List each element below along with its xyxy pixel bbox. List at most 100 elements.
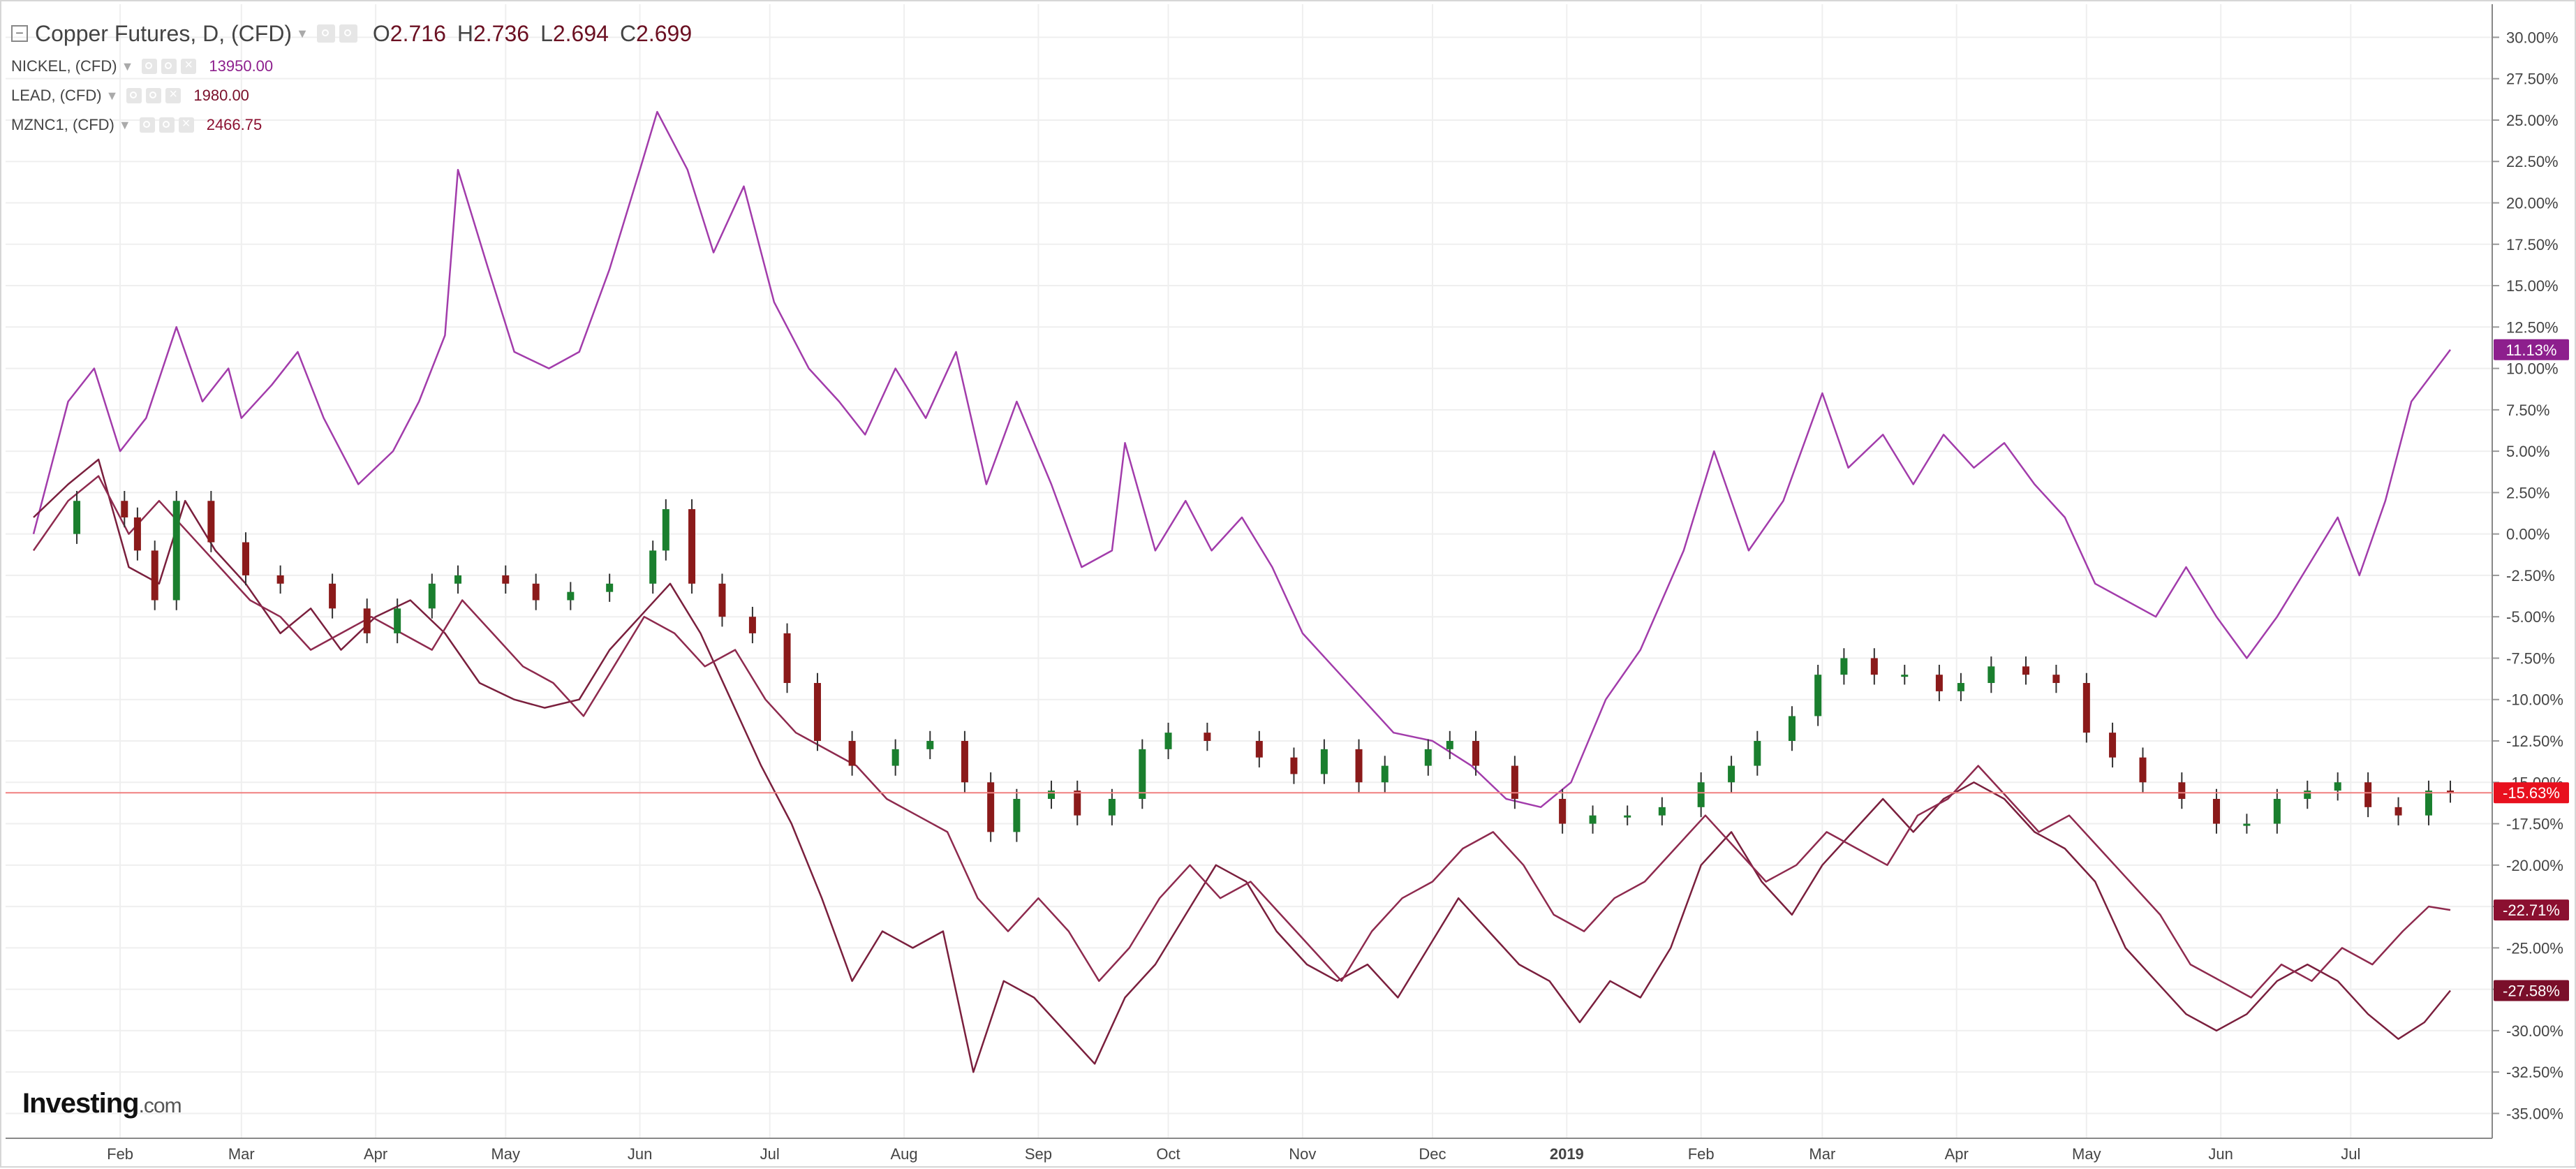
low-label: L xyxy=(540,20,553,46)
x-tick-label: Aug xyxy=(890,1145,917,1163)
candle-body xyxy=(1788,716,1796,742)
candle-body xyxy=(1754,741,1761,766)
investing-logo: Investing.com xyxy=(22,1088,182,1119)
candle-body xyxy=(1013,798,1021,832)
chevron-down-icon[interactable]: ▼ xyxy=(296,26,309,41)
y-tick-label: 22.50% xyxy=(2506,153,2559,170)
candle-body xyxy=(848,741,856,766)
candle-body xyxy=(1935,675,1943,691)
y-tick-label: -5.00% xyxy=(2506,608,2555,626)
settings-icon[interactable] xyxy=(158,117,175,133)
candle-body xyxy=(428,583,436,609)
candle-body xyxy=(783,633,791,684)
collapse-legend-icon[interactable]: − xyxy=(11,25,28,42)
candle-body xyxy=(1139,749,1146,799)
y-tick-label: -25.00% xyxy=(2506,939,2563,957)
candle-body xyxy=(1446,741,1453,749)
candle-body xyxy=(502,575,510,584)
y-tick-label: -35.00% xyxy=(2506,1105,2563,1122)
series-line-mznc1 xyxy=(32,475,2451,999)
candle-body xyxy=(961,741,968,783)
y-tick-label: 12.50% xyxy=(2506,318,2559,336)
visibility-icon[interactable] xyxy=(316,24,335,43)
y-tick-label: 2.50% xyxy=(2506,484,2549,501)
high-value: 2.736 xyxy=(473,20,530,46)
candle-body xyxy=(532,583,540,601)
candle-body xyxy=(207,501,215,543)
candle-body xyxy=(1204,733,1211,742)
y-tick-label: -7.50% xyxy=(2506,649,2555,667)
x-tick-label: 2019 xyxy=(1550,1145,1584,1163)
settings-icon[interactable] xyxy=(339,24,357,43)
candle-body xyxy=(151,550,158,601)
x-tick-label: Apr xyxy=(1945,1145,1969,1163)
candle-body xyxy=(121,501,128,517)
last-value-label: -27.58% xyxy=(2503,983,2560,1000)
close-icon[interactable] xyxy=(181,57,197,74)
candle-body xyxy=(987,782,995,832)
y-tick-label: 7.50% xyxy=(2506,402,2549,419)
y-tick-label: -17.50% xyxy=(2506,816,2563,833)
candle-body xyxy=(1164,733,1172,749)
last-value-tag xyxy=(2494,782,2569,804)
candle-body xyxy=(662,509,669,551)
candle-body xyxy=(276,575,284,584)
candle-body xyxy=(242,542,250,575)
candle-body xyxy=(2273,798,2281,824)
candle-body xyxy=(1957,683,1964,691)
close-icon[interactable] xyxy=(178,116,194,133)
compare-name[interactable]: LEAD, (CFD) xyxy=(11,87,102,104)
chevron-down-icon[interactable]: ▼ xyxy=(118,117,131,132)
x-tick-label: Jun xyxy=(2208,1145,2233,1163)
candle-body xyxy=(813,683,821,742)
main-series-title[interactable]: Copper Futures, D, (CFD) xyxy=(35,20,293,46)
candle-body xyxy=(1355,749,1363,783)
settings-icon[interactable] xyxy=(161,59,177,74)
settings-icon[interactable] xyxy=(146,88,162,103)
low-value: 2.694 xyxy=(552,20,609,46)
candle-body xyxy=(1589,815,1597,824)
compare-name[interactable]: MZNC1, (CFD) xyxy=(11,116,114,133)
close-value: 2.699 xyxy=(636,20,693,46)
main-series-legend: − Copper Futures, D, (CFD) ▼ O 2.716 H 2.7… xyxy=(11,15,692,52)
candle-body xyxy=(1987,666,1995,684)
candle-body xyxy=(1511,765,1518,799)
chevron-down-icon[interactable]: ▼ xyxy=(121,59,134,73)
candle-body xyxy=(1108,798,1116,816)
candle-body xyxy=(2022,666,2029,675)
close-icon[interactable] xyxy=(165,87,182,103)
visibility-icon[interactable] xyxy=(139,117,155,133)
series-line-lead xyxy=(33,458,2451,1073)
y-tick-label: -12.50% xyxy=(2506,733,2563,750)
candle-body xyxy=(1624,815,1631,818)
x-tick-label: Dec xyxy=(1419,1145,1446,1163)
candle-body xyxy=(363,608,371,633)
series-line-nickel xyxy=(32,110,2451,809)
x-tick-label: Oct xyxy=(1156,1145,1180,1163)
chevron-down-icon[interactable]: ▼ xyxy=(105,88,119,103)
candle-body xyxy=(133,517,141,551)
candle-body xyxy=(567,591,575,601)
open-value: 2.716 xyxy=(390,20,446,46)
candle-body xyxy=(748,617,756,633)
y-tick-label: 17.50% xyxy=(2506,236,2559,253)
candle-body xyxy=(73,501,81,534)
visibility-icon[interactable] xyxy=(142,59,158,74)
candle-body xyxy=(172,501,180,601)
candle-body xyxy=(1697,782,1705,807)
y-tick-label: 10.00% xyxy=(2506,360,2559,378)
last-value-label: 11.13% xyxy=(2506,341,2557,359)
candle-body xyxy=(2425,791,2432,816)
candle-body xyxy=(891,749,899,766)
y-tick-label: 25.00% xyxy=(2506,112,2559,129)
candle-body xyxy=(2334,782,2341,791)
visibility-icon[interactable] xyxy=(126,88,142,103)
x-tick-label: Mar xyxy=(1809,1145,1835,1163)
y-tick-label: -30.00% xyxy=(2506,1022,2563,1040)
x-tick-label: Feb xyxy=(1688,1145,1715,1163)
candle-body xyxy=(2109,733,2117,758)
compare-name[interactable]: NICKEL, (CFD) xyxy=(11,57,117,75)
candle-body xyxy=(926,741,934,749)
